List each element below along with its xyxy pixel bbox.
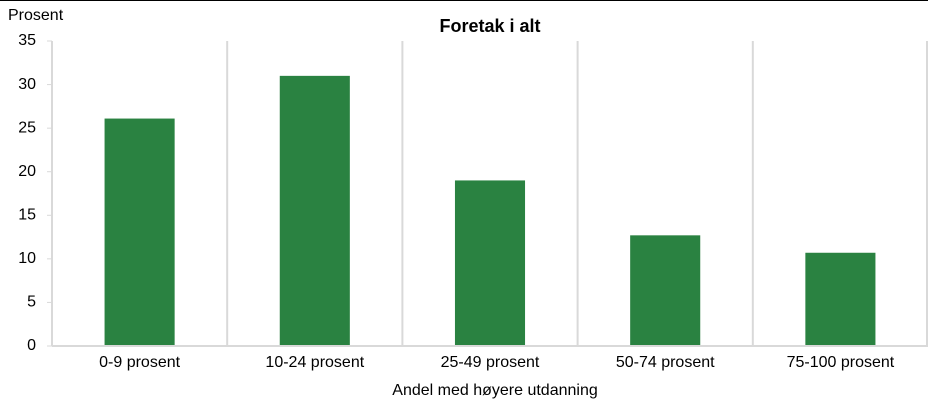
y-tick-label: 30	[18, 76, 36, 93]
bar	[104, 118, 175, 346]
y-tick-label: 25	[18, 119, 36, 136]
x-tick-label: 25-49 prosent	[441, 354, 540, 371]
x-tick-label: 10-24 prosent	[265, 354, 364, 371]
x-axis-label: Andel med høyere utdanning	[392, 382, 597, 399]
bar	[630, 235, 701, 346]
bar	[805, 252, 876, 346]
y-axis-label: Prosent	[8, 7, 64, 24]
y-tick-label: 5	[27, 294, 36, 311]
x-tick-label: 75-100 prosent	[787, 354, 895, 371]
chart-title: Foretak i alt	[439, 16, 540, 36]
y-tick-label: 35	[18, 32, 36, 49]
x-tick-label: 50-74 prosent	[616, 354, 715, 371]
y-tick-label: 15	[18, 207, 36, 224]
bar	[454, 180, 526, 346]
bar	[279, 75, 350, 346]
y-tick-label: 0	[27, 337, 36, 354]
y-tick-label: 20	[18, 163, 36, 180]
y-tick-label: 10	[18, 250, 36, 267]
x-tick-label: 0-9 prosent	[99, 354, 180, 371]
